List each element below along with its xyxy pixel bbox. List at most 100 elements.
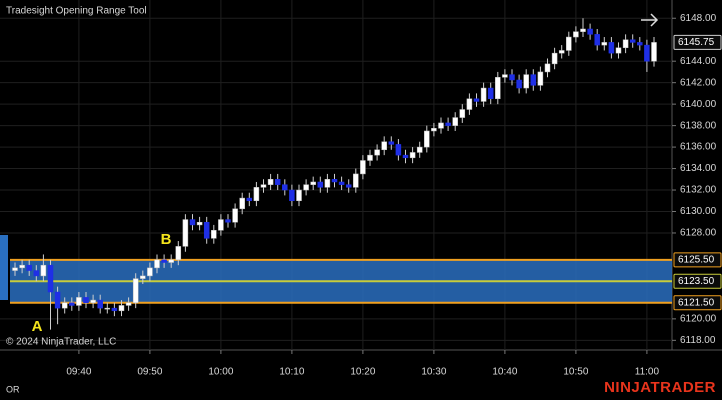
candle-body xyxy=(573,31,579,38)
candle-body xyxy=(452,117,458,126)
candle-body xyxy=(509,74,515,81)
candle-body xyxy=(83,297,89,304)
candle-body xyxy=(267,179,274,185)
candle-body xyxy=(289,189,295,202)
candle-body xyxy=(26,264,32,271)
last-price-label: 6145.75 xyxy=(678,37,715,48)
candle-body xyxy=(253,187,260,202)
candle-body xyxy=(324,179,331,188)
candle-body xyxy=(260,184,267,188)
candle-body xyxy=(47,264,54,293)
x-tick-label: 09:50 xyxy=(137,367,162,378)
x-tick-label: 10:30 xyxy=(421,367,446,378)
candle-body xyxy=(566,36,572,51)
candle-body xyxy=(132,278,139,304)
candle-body xyxy=(374,149,380,156)
candle-body xyxy=(118,305,125,312)
level-label-box xyxy=(673,295,722,311)
annotation: A xyxy=(32,318,43,335)
candle-body xyxy=(445,122,451,126)
candle-body xyxy=(353,173,359,188)
candle-body xyxy=(537,71,544,86)
candle-body xyxy=(615,47,622,54)
indicator-title: Tradesight Opening Range Tool xyxy=(6,6,147,17)
y-tick-label: 6144.00 xyxy=(680,56,717,67)
y-tick-label: 6134.00 xyxy=(680,163,717,174)
candle-body xyxy=(90,299,96,304)
candle-body xyxy=(594,34,600,46)
candle-body xyxy=(125,302,132,306)
candle-body xyxy=(40,264,47,277)
candle-body xyxy=(629,39,636,43)
x-tick-label: 10:40 xyxy=(492,367,517,378)
arrow-icon[interactable] xyxy=(641,13,659,27)
candle-body xyxy=(644,44,650,62)
side-marker xyxy=(0,235,8,300)
candle-body xyxy=(381,141,387,151)
candle-body xyxy=(76,297,82,306)
candle-body xyxy=(161,259,167,263)
footer-label: OR xyxy=(6,384,20,394)
candle-body xyxy=(189,219,196,226)
candle-body xyxy=(388,141,395,145)
candle-body xyxy=(225,219,231,223)
x-tick-label: 11:00 xyxy=(635,367,660,378)
candle-body xyxy=(104,307,111,310)
y-tick-label: 6130.00 xyxy=(680,206,717,217)
candle-body xyxy=(147,267,153,277)
candle-body xyxy=(637,42,643,46)
candle-body xyxy=(587,28,593,35)
candle-body xyxy=(502,74,508,78)
candle-body xyxy=(516,79,522,89)
candle-body xyxy=(303,184,309,191)
y-tick-label: 6132.00 xyxy=(680,185,717,196)
brand-logo: NINJATRADER xyxy=(604,379,716,396)
level-label-box xyxy=(673,252,722,268)
candle-body xyxy=(360,160,366,175)
candle-body xyxy=(395,144,402,156)
x-tick-label: 10:10 xyxy=(279,367,304,378)
candle-body xyxy=(473,98,480,102)
level-label-box xyxy=(673,273,722,289)
y-tick-label: 6128.00 xyxy=(680,228,717,239)
candle-body xyxy=(487,87,494,100)
candle-body xyxy=(580,28,586,32)
candle-body xyxy=(608,42,615,54)
annotation: B xyxy=(161,231,172,248)
candle-body xyxy=(431,128,437,132)
candle-body xyxy=(196,221,203,226)
candle-body xyxy=(61,302,68,309)
candle-body xyxy=(54,291,61,309)
candle-body xyxy=(530,74,537,86)
candle-body xyxy=(601,42,608,46)
candle-body xyxy=(480,87,487,102)
candle-body xyxy=(218,219,224,231)
x-tick-label: 10:00 xyxy=(208,367,233,378)
candle-body xyxy=(523,74,529,89)
candle-body xyxy=(622,39,629,49)
candle-body xyxy=(97,299,103,309)
level-label: 6121.50 xyxy=(678,297,715,308)
candle-body xyxy=(274,179,281,185)
candle-body xyxy=(558,50,565,54)
candle-body xyxy=(19,264,25,269)
y-tick-label: 6136.00 xyxy=(680,142,717,153)
y-tick-label: 6140.00 xyxy=(680,99,717,110)
y-tick-label: 6142.00 xyxy=(680,77,717,88)
candle-body xyxy=(495,77,501,100)
candle-body xyxy=(317,181,324,188)
candle-body xyxy=(232,208,238,223)
candle-body xyxy=(409,152,416,159)
candle-body xyxy=(182,219,189,247)
candle-body xyxy=(402,154,409,159)
level-label: 6125.50 xyxy=(678,254,715,265)
last-price-box xyxy=(673,34,722,50)
candle-body xyxy=(239,197,245,210)
y-tick-label: 6138.00 xyxy=(680,120,717,131)
level-label: 6123.50 xyxy=(678,276,715,287)
x-tick-label: 10:50 xyxy=(563,367,588,378)
candle-body xyxy=(296,189,302,202)
candle-body xyxy=(424,130,430,148)
